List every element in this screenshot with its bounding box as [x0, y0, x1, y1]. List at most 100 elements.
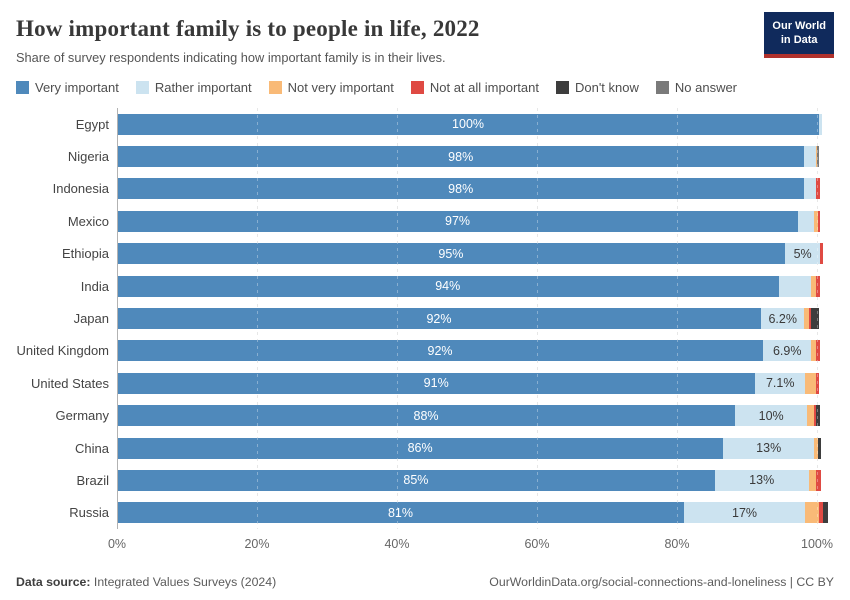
table-row: Russia 81% 17% — [69, 497, 829, 529]
stacked-bar[interactable]: 92% 6.2% — [117, 308, 820, 330]
bar-segment-no-answer — [816, 146, 820, 168]
bar-segment-not-at-all-important — [816, 372, 820, 394]
legend-swatch-icon — [655, 81, 669, 94]
bar-segment-very-important: 97% — [117, 210, 799, 232]
bar-value-label: 86% — [407, 441, 433, 456]
country-label: India — [80, 278, 109, 294]
legend-label: Not at all important — [429, 80, 539, 95]
stacked-bar[interactable]: 86% 13% — [117, 437, 822, 459]
legend-item-no-answer[interactable]: No answer — [655, 80, 737, 95]
legend-item-not-at-all-important[interactable]: Not at all important — [410, 80, 539, 95]
bar-segment-not-very-important — [815, 146, 817, 168]
bar-segment-rather-important: 17% — [684, 502, 806, 524]
chart-header: How important family is to people in lif… — [16, 12, 834, 65]
country-label: United States — [30, 375, 109, 391]
country-label: China — [75, 440, 109, 456]
bar-segment-very-important: 91% — [117, 372, 756, 394]
country-label: Brazil — [76, 472, 109, 488]
bar-segment-rather-important — [819, 113, 822, 135]
stacked-bar[interactable]: 88% 10% — [117, 405, 821, 427]
country-label: Mexico — [67, 213, 109, 229]
x-tick-label: 40% — [384, 537, 410, 552]
bar-value-label: 92% — [427, 343, 453, 358]
bar-segment-not-at-all-important — [816, 340, 821, 362]
bar-value-label: 85% — [403, 473, 429, 488]
bar-segment-very-important: 98% — [117, 146, 805, 168]
stacked-bar[interactable]: 97% — [117, 210, 820, 232]
stacked-bar[interactable]: 100% — [117, 113, 822, 135]
stacked-bar[interactable]: 95% 5% — [117, 243, 824, 265]
bar-segment-rather-important — [804, 178, 817, 200]
stacked-bar[interactable]: 81% 17% — [117, 502, 829, 524]
bar-segment-very-important: 81% — [117, 502, 684, 524]
bar-segment-very-important: 95% — [117, 243, 785, 265]
bar-segment-not-very-important — [805, 372, 817, 394]
title-block: How important family is to people in lif… — [16, 14, 764, 65]
table-row: Japan 92% 6.2% — [74, 302, 820, 334]
credit-link[interactable]: OurWorldinData.org/social-connections-an… — [489, 575, 834, 590]
bar-segment-rather-important — [804, 146, 816, 168]
plot-area: Egypt 100% Nigeria 98% Indonesia 98% Mexico 97%… — [17, 108, 829, 530]
table-row: China 86% 13% — [75, 432, 822, 464]
bar-segment-rather-important: 6.9% — [763, 340, 812, 362]
bar-segment-not-at-all-important — [816, 178, 820, 200]
bar-segment-not-very-important — [807, 405, 815, 427]
bar-segment-very-important: 92% — [117, 340, 764, 362]
bar-secondary-value-label: 6.9% — [772, 343, 802, 358]
bar-value-label: 97% — [445, 214, 471, 229]
bar-segment-very-important: 94% — [117, 275, 779, 297]
bar-segment-very-important: 88% — [117, 405, 736, 427]
country-label: Ethiopia — [62, 246, 109, 262]
table-row: Brazil 85% 13% — [76, 464, 822, 496]
legend-item-very-important[interactable]: Very important — [16, 80, 119, 95]
legend-item-rather-important[interactable]: Rather important — [135, 80, 252, 95]
page-title: How important family is to people in lif… — [16, 16, 480, 41]
bar-segment-not-very-important — [804, 308, 809, 330]
stacked-bar[interactable]: 98% — [117, 178, 820, 200]
data-source-label: Data source: — [16, 575, 91, 590]
table-row: United States 91% 7.1% — [31, 367, 820, 399]
bar-segment-don-t-know — [823, 502, 829, 524]
x-tick-label: 0% — [107, 537, 127, 552]
bar-secondary-value-label: 13% — [749, 473, 775, 488]
legend-swatch-icon — [410, 81, 424, 94]
x-tick-label: 100% — [801, 537, 833, 552]
legend-item-not-very-important[interactable]: Not very important — [268, 80, 394, 95]
legend-item-don-t-know[interactable]: Don't know — [555, 80, 639, 95]
stacked-bar[interactable]: 91% 7.1% — [117, 372, 820, 394]
table-row: United Kingdom 92% 6.9% — [17, 335, 821, 367]
bar-segment-don-t-know — [818, 437, 822, 459]
owid-logo-line2: in Data — [780, 34, 818, 47]
legend-swatch-icon — [555, 81, 569, 94]
legend-label: Don't know — [574, 80, 639, 95]
bar-segment-rather-important: 6.2% — [761, 308, 805, 330]
owid-logo-line1: Our World — [772, 20, 826, 32]
chart-subtitle: Share of survey respondents indicating h… — [16, 50, 446, 65]
bar-segment-rather-important — [798, 210, 815, 232]
chart-footer: Data source: Integrated Values Surveys (… — [16, 575, 834, 589]
bar-segment-very-important: 100% — [117, 113, 820, 135]
country-label: Nigeria — [67, 149, 109, 165]
x-tick-label: 60% — [524, 537, 550, 552]
bar-segment-not-very-important — [810, 275, 816, 297]
bar-segment-not-at-all-important — [819, 502, 824, 524]
table-row: Egypt 100% — [76, 108, 822, 140]
stacked-bar[interactable]: 94% — [117, 275, 821, 297]
legend: Very important Rather important Not very i… — [16, 80, 834, 95]
bar-segment-rather-important — [778, 275, 811, 297]
table-row: Nigeria 98% — [68, 140, 820, 172]
stacked-bar[interactable]: 92% 6.9% — [117, 340, 821, 362]
bar-value-label: 100% — [452, 117, 485, 132]
data-source: Data source: Integrated Values Surveys (… — [16, 575, 276, 589]
bar-segment-very-important: 85% — [117, 469, 715, 491]
bar-segment-rather-important: 7.1% — [755, 372, 806, 394]
legend-label: Not very important — [287, 80, 394, 95]
bar-segment-not-at-all-important — [814, 405, 817, 427]
owid-logo[interactable]: Our World in Data — [764, 12, 834, 58]
bar-secondary-value-label: 13% — [756, 441, 782, 456]
stacked-bar[interactable]: 98% — [117, 146, 820, 168]
table-row: India 94% — [81, 270, 821, 302]
stacked-bar[interactable]: 85% 13% — [117, 469, 822, 491]
x-tick-label: 80% — [664, 537, 690, 552]
